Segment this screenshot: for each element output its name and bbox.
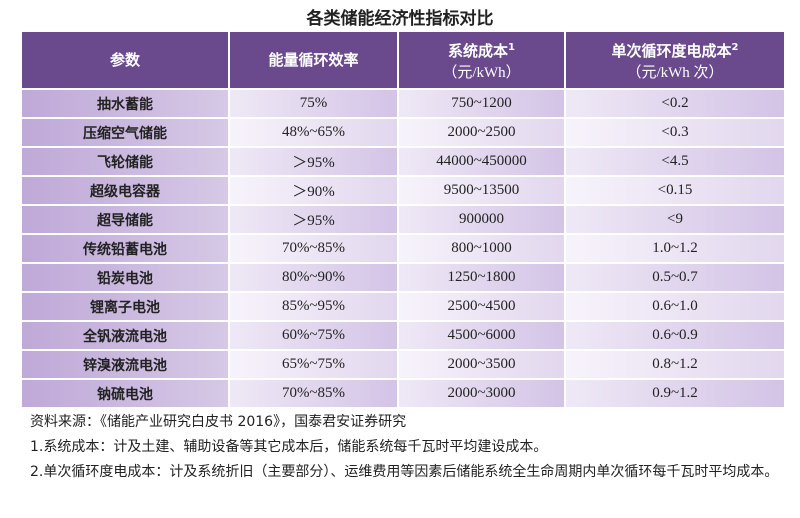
table-cell: 75% — [230, 90, 397, 117]
note: 1.系统成本：计及土建、辅助设备等其它成本后，储能系统每千瓦时平均建设成本。 — [30, 439, 548, 455]
header-cell: 系统成本1 （元/kWh） — [399, 32, 564, 88]
row-label: 锌溴液流电池 — [22, 351, 228, 378]
table-cell: 2000~3500 — [399, 351, 564, 378]
notes: 资料来源：《储能产业研究白皮书 2016》，国泰君安证券研究 1.系统成本：计及土… — [30, 410, 780, 485]
header-line: 系统成本1 — [448, 37, 515, 62]
header-text: 参数 — [109, 51, 140, 69]
row-label: 钠硫电池 — [22, 380, 228, 407]
row-label: 飞轮储能 — [22, 148, 228, 175]
table-cell: 70%~85% — [230, 235, 397, 262]
table-cell: 1.0~1.2 — [566, 235, 784, 262]
row-label: 锂离子电池 — [22, 293, 228, 320]
row-label: 全钒液流电池 — [22, 322, 228, 349]
header-sup: 2 — [731, 41, 739, 53]
table-cell: ＞90% — [230, 177, 397, 204]
table-cell: <9 — [566, 206, 784, 233]
header-line: 单次循环度电成本2 — [612, 37, 739, 62]
header-cell: 能量循环效率 — [230, 32, 397, 88]
table-cell: 0.5~0.7 — [566, 264, 784, 291]
table-cell: 2500~4500 — [399, 293, 564, 320]
table-cell: 85%~95% — [230, 293, 397, 320]
note: 2.单次循环度电成本：计及系统折旧（主要部分）、运维费用等因素后储能系统全生命周… — [30, 464, 779, 480]
table-cell: 0.6~0.9 — [566, 322, 784, 349]
header-unit: （元/kWh 次） — [626, 64, 724, 81]
row-label: 超导储能 — [22, 206, 228, 233]
header-unit: （元/kWh） — [442, 64, 521, 81]
table-cell: <0.2 — [566, 90, 784, 117]
header-text: 系统成本 — [448, 41, 509, 60]
table-cell: 900000 — [399, 206, 564, 233]
table-cell: 70%~85% — [230, 380, 397, 407]
table-cell: 0.6~1.0 — [566, 293, 784, 320]
table-cell: 80%~90% — [230, 264, 397, 291]
row-label: 抽水蓄能 — [22, 90, 228, 117]
row-label: 超级电容器 — [22, 177, 228, 204]
table-cell: 4500~6000 — [399, 322, 564, 349]
header-cell: 参数 — [22, 32, 228, 88]
table-cell: 48%~65% — [230, 119, 397, 146]
table-cell: 9500~13500 — [399, 177, 564, 204]
table-cell: 0.9~1.2 — [566, 380, 784, 407]
header-sup: 1 — [508, 41, 515, 53]
row-label: 传统铅蓄电池 — [22, 235, 228, 262]
table-cell: 60%~75% — [230, 322, 397, 349]
table-cell: 2000~2500 — [399, 119, 564, 146]
table-cell: <4.5 — [566, 148, 784, 175]
note: 资料来源：《储能产业研究白皮书 2016》，国泰君安证券研究 — [30, 414, 407, 430]
table-cell: 750~1200 — [399, 90, 564, 117]
table-cell: 65%~75% — [230, 351, 397, 378]
header-line: 参数 — [110, 49, 140, 71]
table-cell: 0.8~1.2 — [566, 351, 784, 378]
title: 各类储能经济性指标对比 — [306, 9, 494, 29]
header-text: 单次循环度电成本 — [611, 41, 732, 60]
row-label: 压缩空气储能 — [22, 119, 228, 146]
table: 参数 能量循环效率 系统成本1 （元/kWh） 单次循环度电成本2 （元/kWh 次） 抽水… — [22, 32, 784, 407]
header-cell: 单次循环度电成本2 （元/kWh 次） — [566, 32, 784, 88]
table-cell: ＞95% — [230, 148, 397, 175]
row-label: 铅炭电池 — [22, 264, 228, 291]
table-cell: ＞95% — [230, 206, 397, 233]
header-text: 能量循环效率 — [268, 51, 359, 69]
table-cell: 800~1000 — [399, 235, 564, 262]
header-line: 能量循环效率 — [268, 49, 358, 71]
table-cell: <0.15 — [566, 177, 784, 204]
table-cell: 1250~1800 — [399, 264, 564, 291]
table-cell: 2000~3000 — [399, 380, 564, 407]
table-cell: <0.3 — [566, 119, 784, 146]
table-cell: 44000~450000 — [399, 148, 564, 175]
